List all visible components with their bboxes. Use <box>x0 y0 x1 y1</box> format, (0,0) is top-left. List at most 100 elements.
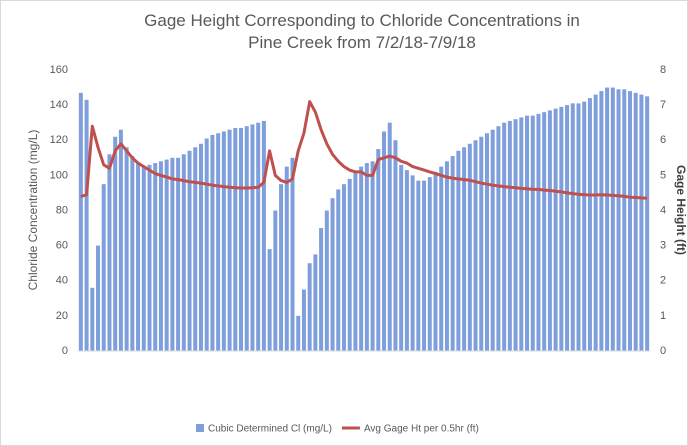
bar <box>547 110 552 351</box>
bar <box>530 115 535 351</box>
bar <box>147 164 152 351</box>
bar <box>193 147 198 351</box>
bar <box>221 131 226 351</box>
bar <box>96 245 101 351</box>
bar <box>502 122 507 351</box>
line <box>80 100 648 200</box>
bar <box>124 147 129 351</box>
bar <box>444 161 449 351</box>
bar <box>610 87 615 351</box>
bar <box>341 184 346 351</box>
y-tick-label: 80 <box>56 204 68 216</box>
bar <box>479 136 484 351</box>
bar <box>313 254 318 351</box>
bar <box>393 140 398 351</box>
bar <box>484 133 489 351</box>
bar <box>210 134 215 351</box>
bar <box>633 92 638 352</box>
bar <box>456 150 461 351</box>
bar <box>273 210 278 351</box>
bar <box>582 101 587 351</box>
bar <box>439 166 444 351</box>
bar <box>267 249 272 351</box>
y2-tick-label: 1 <box>660 310 666 322</box>
bar <box>639 94 644 352</box>
bar <box>553 108 558 351</box>
y2-axis-title: Gage Height (ft) <box>674 165 688 255</box>
legend-label: Avg Gage Ht per 0.5hr (ft) <box>364 424 479 435</box>
bar <box>113 136 118 351</box>
bar <box>250 124 255 351</box>
bar <box>410 175 415 351</box>
bar <box>170 157 175 351</box>
bar <box>599 91 604 351</box>
bar <box>433 171 438 351</box>
y-tick-label: 120 <box>50 134 68 146</box>
bar <box>153 163 158 351</box>
bar <box>118 129 123 351</box>
bar <box>204 138 209 351</box>
bar <box>130 156 135 351</box>
legend-label: Cubic Determined Cl (mg/L) <box>208 424 332 435</box>
bar <box>382 131 387 351</box>
bar <box>181 154 186 351</box>
y2-tick-label: 7 <box>660 99 666 111</box>
bar <box>364 163 369 351</box>
y-tick-label: 0 <box>62 345 68 357</box>
bar <box>427 177 432 351</box>
bar <box>519 117 524 351</box>
bar <box>353 171 358 351</box>
bar <box>84 99 89 351</box>
bar <box>307 263 312 351</box>
bar <box>290 157 295 351</box>
bar <box>496 126 501 351</box>
bar <box>587 98 592 351</box>
y-tick-label: 100 <box>50 169 68 181</box>
bar <box>370 161 375 351</box>
bar <box>347 178 352 351</box>
bar <box>227 129 232 351</box>
bar <box>176 157 181 351</box>
bar <box>319 228 324 351</box>
bar <box>279 184 284 351</box>
bar <box>233 127 238 351</box>
y-axis-title: Chloride Concentration (mg/L) <box>26 130 40 291</box>
bar <box>296 315 301 351</box>
bar <box>565 105 570 351</box>
bar <box>256 122 261 351</box>
bar <box>490 129 495 351</box>
legend-swatch <box>196 424 204 432</box>
y-tick-label: 60 <box>56 240 68 252</box>
y2-tick-label: 4 <box>660 204 666 216</box>
bar <box>301 289 306 351</box>
bar <box>507 120 512 352</box>
bar <box>399 164 404 351</box>
bar <box>542 112 547 352</box>
bar <box>450 156 455 351</box>
bar <box>387 122 392 351</box>
bar <box>239 127 244 351</box>
bar <box>78 92 83 352</box>
bar <box>467 143 472 351</box>
bar <box>136 163 141 351</box>
bar <box>141 166 146 351</box>
y2-tick-label: 3 <box>660 240 666 252</box>
bar <box>101 184 106 351</box>
bar <box>359 166 364 351</box>
bar <box>404 170 409 351</box>
bar <box>473 140 478 351</box>
bar <box>616 89 621 351</box>
bar <box>525 115 530 351</box>
y2-tick-label: 8 <box>660 64 666 76</box>
bar <box>216 133 221 351</box>
bar <box>261 120 266 352</box>
y2-tick-label: 2 <box>660 275 666 287</box>
bar <box>244 126 249 351</box>
y-tick-label: 160 <box>50 64 68 76</box>
chart-title: Gage Height Corresponding to Chloride Co… <box>144 11 580 52</box>
bar <box>336 189 341 351</box>
y-tick-label: 140 <box>50 99 68 111</box>
bar <box>107 154 112 351</box>
bar <box>645 96 650 351</box>
bar <box>422 180 427 351</box>
